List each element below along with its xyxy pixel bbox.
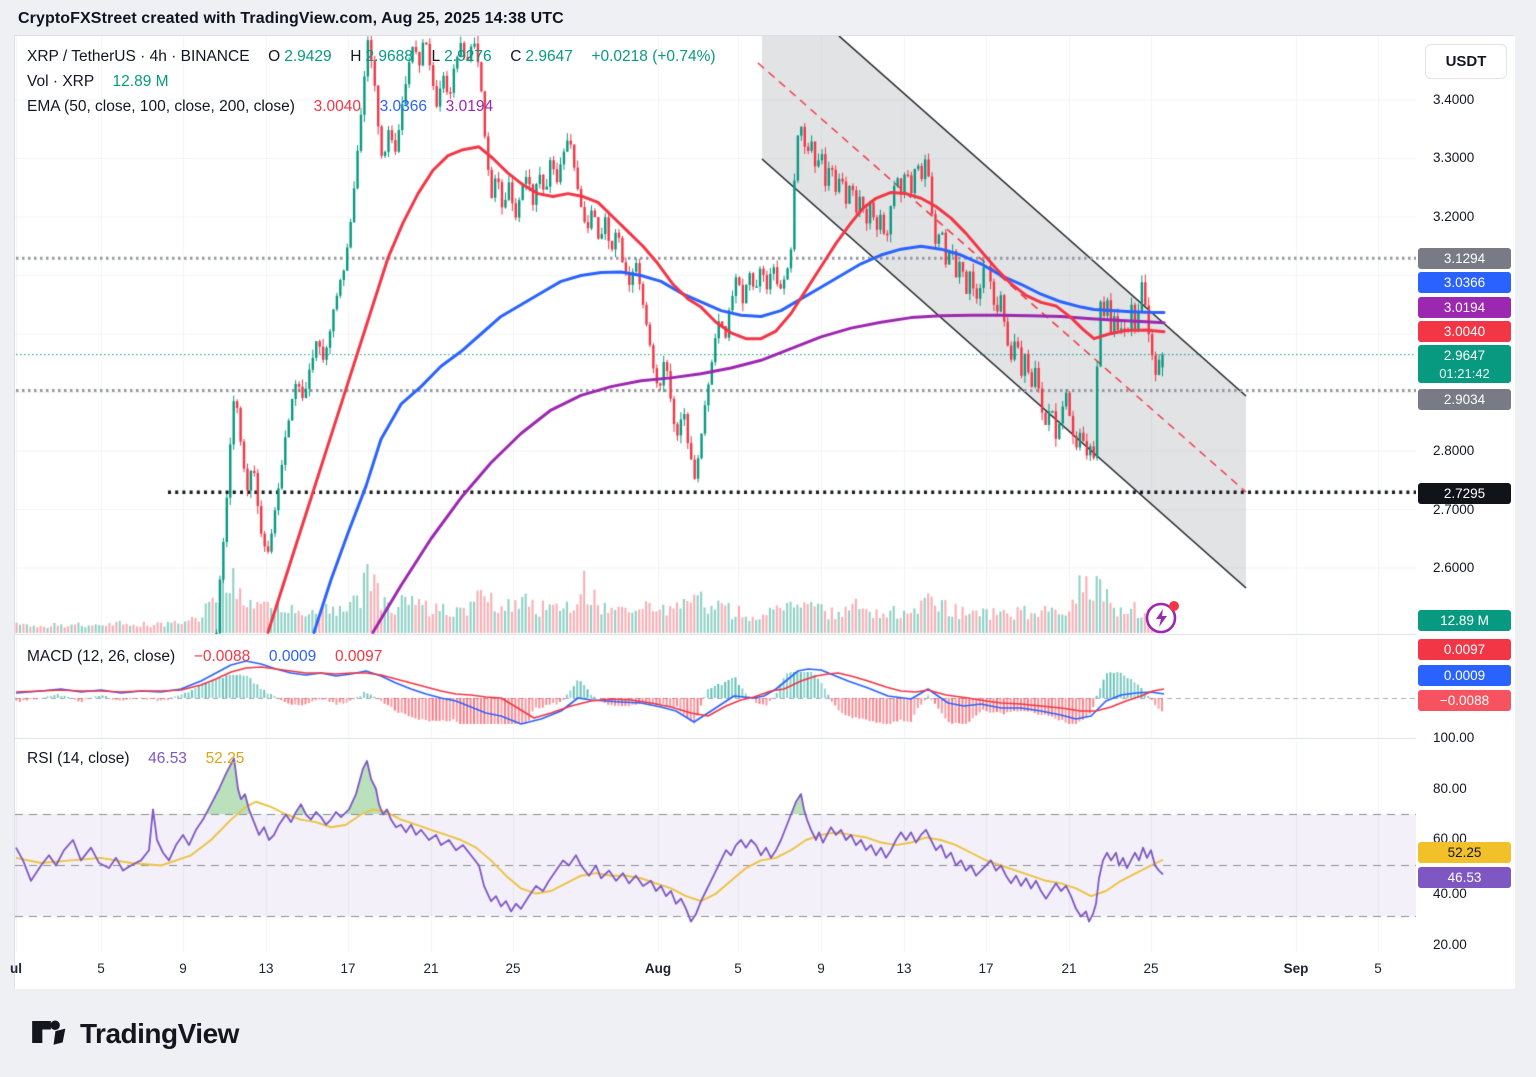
time-axis-label: Aug: [644, 961, 672, 976]
axis-badge: 12.89 M: [1418, 609, 1511, 631]
rsi-value: 46.53: [148, 750, 187, 767]
time-axis-label: 25: [505, 961, 521, 976]
price-pane-canvas[interactable]: [15, 36, 1416, 634]
price-axis-tick: 3.2000: [1433, 209, 1475, 224]
time-axis-label: 9: [817, 961, 825, 976]
macd-line-value: 0.0009: [268, 648, 317, 665]
price-axis-tick: 40.00: [1433, 886, 1467, 901]
volume-label[interactable]: Vol · XRP: [27, 73, 94, 90]
axis-badge: 3.0366: [1418, 271, 1511, 293]
time-axis[interactable]: ul 5 9 13 17 21 25 Aug 5 9 13 17 21 25 Sep 5: [10, 952, 1416, 989]
price-axis-tick: 80.00: [1433, 781, 1467, 796]
time-axis-label: 13: [896, 961, 912, 976]
price-axis-tick: 3.3000: [1433, 150, 1475, 165]
time-axis-label: 25: [1143, 961, 1159, 976]
macd-signal-value: 0.0097: [334, 648, 383, 665]
change-value: +0.0218 (+0.74%): [591, 48, 716, 65]
low-value: 2.9276: [444, 48, 492, 65]
axis-badge: 52.25: [1418, 841, 1511, 863]
pane-separator[interactable]: [15, 738, 1515, 739]
time-axis-label: 9: [179, 961, 187, 976]
pane-separator[interactable]: [15, 634, 1515, 635]
axis-badge: 46.53: [1418, 866, 1511, 888]
tradingview-logo-icon[interactable]: [30, 1015, 70, 1054]
time-axis-label: 5: [734, 961, 742, 976]
ema50-value: 3.0040: [313, 98, 361, 115]
rsi-label[interactable]: RSI (14, close): [27, 750, 130, 767]
time-axis-label: 21: [1061, 961, 1077, 976]
price-axis[interactable]: USDT 3.4000 3.3000 3.2000 2.8000 2.7000 2.600…: [1416, 36, 1515, 989]
high-label: H: [350, 48, 362, 65]
ema100-value: 3.0366: [379, 98, 428, 115]
time-axis-label: 17: [340, 961, 356, 976]
price-axis-tick: 20.00: [1433, 937, 1467, 952]
price-axis-tick: 3.4000: [1433, 92, 1475, 107]
rsi-legend: RSI (14, close) 46.53 52.25: [27, 750, 244, 768]
rsi-pane-canvas[interactable]: [15, 740, 1416, 952]
ema-row: EMA (50, close, 100, close, 200, close) …: [27, 94, 716, 119]
low-label: L: [431, 48, 441, 65]
volume-value: 12.89 M: [112, 73, 169, 90]
macd-label[interactable]: MACD (12, 26, close): [27, 648, 176, 665]
flash-icon[interactable]: [1143, 598, 1181, 636]
time-axis-label: 5: [97, 961, 105, 976]
axis-badge: 3.1294: [1418, 247, 1511, 269]
symbol-title[interactable]: XRP / TetherUS · 4h · BINANCE: [27, 48, 250, 65]
close-value: 2.9647: [525, 48, 573, 65]
price-axis-tick: 2.6000: [1433, 560, 1475, 575]
time-axis-label: 5: [1374, 961, 1382, 976]
macd-hist-value: −0.0088: [193, 648, 251, 665]
rsi-ma-value: 52.25: [205, 750, 245, 767]
attribution-header: CryptoFXStreet created with TradingView.…: [18, 10, 564, 28]
ema-label[interactable]: EMA (50, close, 100, close, 200, close): [27, 98, 295, 115]
macd-pane-canvas[interactable]: [15, 636, 1416, 738]
time-axis-label: ul: [10, 961, 22, 976]
open-value: 2.9429: [284, 48, 332, 65]
price-axis-tick: 2.7000: [1433, 502, 1475, 517]
attribution-text: CryptoFXStreet created with TradingView.…: [18, 10, 564, 27]
price-axis-tick: 2.8000: [1433, 443, 1475, 458]
axis-badge: 0.0097: [1418, 638, 1511, 660]
currency-button[interactable]: USDT: [1425, 44, 1507, 79]
axis-badge: 3.0040: [1418, 320, 1511, 342]
macd-legend: MACD (12, 26, close) −0.0088 0.0009 0.00…: [27, 648, 382, 666]
tradingview-logo-text[interactable]: TradingView: [80, 1018, 239, 1049]
time-axis-label: 17: [978, 961, 994, 976]
close-label: C: [510, 48, 522, 65]
volume-row: Vol · XRP 12.89 M: [27, 69, 716, 94]
time-axis-label: 21: [423, 961, 439, 976]
footer: TradingView: [30, 1012, 239, 1056]
ema200-value: 3.0194: [445, 98, 494, 115]
time-axis-label: 13: [258, 961, 274, 976]
high-value: 2.9688: [365, 48, 413, 65]
axis-badge: 2.9647 01:21:42: [1418, 345, 1511, 383]
axis-badge: 2.7295: [1418, 482, 1511, 504]
axis-badge: −0.0088: [1418, 689, 1511, 711]
time-axis-label: Sep: [1283, 961, 1309, 976]
price-axis-tick: 100.00: [1433, 730, 1475, 745]
axis-badge: 2.9034: [1418, 388, 1511, 410]
open-label: O: [268, 48, 281, 65]
axis-badge: 3.0194: [1418, 296, 1511, 318]
axis-badge: 0.0009: [1418, 664, 1511, 686]
